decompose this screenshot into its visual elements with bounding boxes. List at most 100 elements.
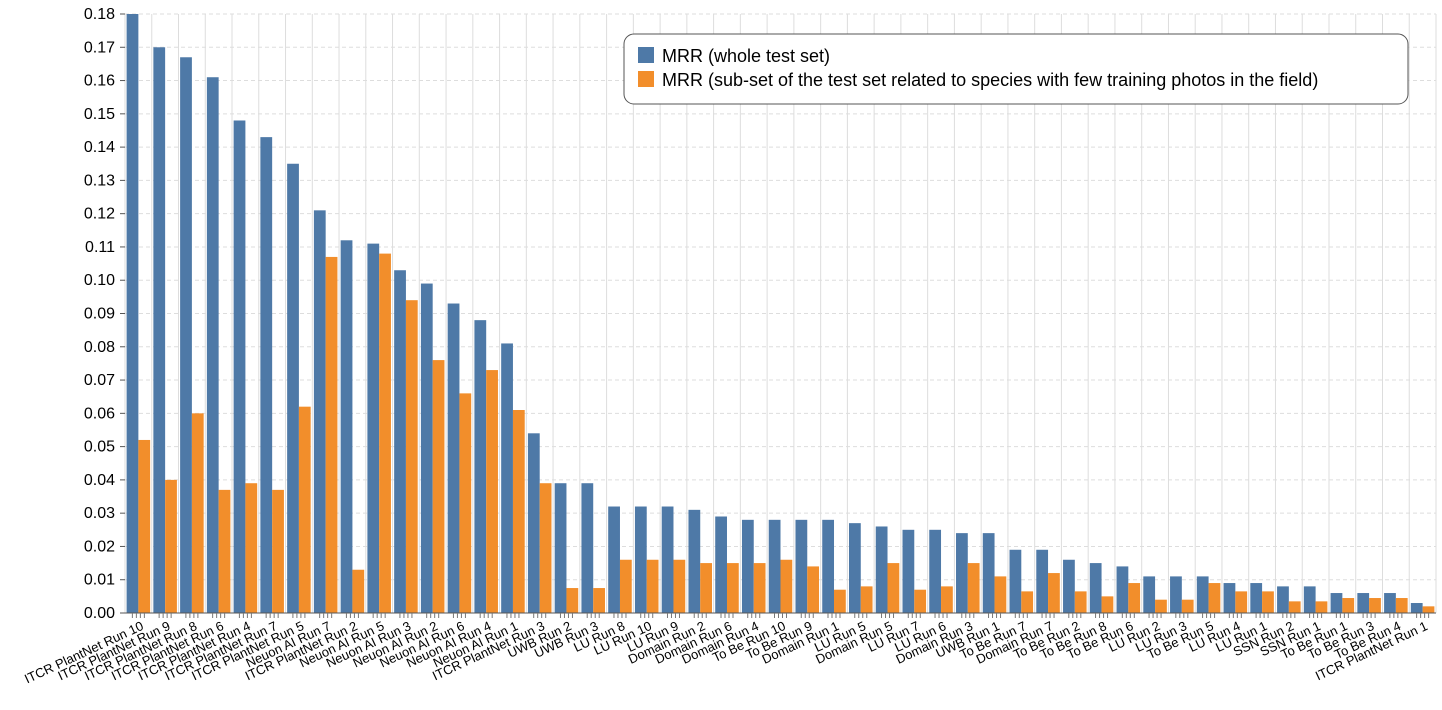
bar-few-training-photos xyxy=(1315,601,1328,613)
bar-whole-test-set xyxy=(1357,593,1370,613)
bar-few-training-photos xyxy=(1155,599,1167,613)
bar-few-training-photos xyxy=(780,559,793,613)
bar-few-training-photos xyxy=(994,576,1007,613)
bar-whole-test-set xyxy=(1223,583,1236,613)
bar-whole-test-set xyxy=(313,210,326,614)
bar-few-training-photos xyxy=(914,589,927,613)
bar-whole-test-set xyxy=(554,483,567,613)
y-tick-label: 0.16 xyxy=(84,73,115,90)
legend: MRR (whole test set) MRR (sub-set of the… xyxy=(623,33,1409,105)
bar-whole-test-set xyxy=(848,523,861,613)
bar-whole-test-set xyxy=(1143,576,1156,613)
bar-few-training-photos xyxy=(352,569,365,613)
bar-whole-test-set xyxy=(741,519,754,613)
bar-few-training-photos xyxy=(566,588,579,613)
bar-few-training-photos xyxy=(539,483,552,613)
bar-few-training-photos xyxy=(486,370,498,613)
y-tick-label: 0.01 xyxy=(84,572,115,589)
bar-few-training-photos xyxy=(165,479,177,613)
y-tick-label: 0.04 xyxy=(84,472,115,489)
bar-whole-test-set xyxy=(768,519,781,613)
bar-few-training-photos xyxy=(807,566,820,613)
bar-few-training-photos xyxy=(1262,591,1274,613)
bar-few-training-photos xyxy=(379,253,391,613)
bar-whole-test-set xyxy=(795,519,808,613)
legend-label-whole-test-set: MRR (whole test set) xyxy=(662,46,830,66)
bar-few-training-photos xyxy=(512,410,525,613)
bar-few-training-photos xyxy=(834,589,846,613)
bar-whole-test-set xyxy=(929,529,942,613)
bar-whole-test-set xyxy=(688,509,701,613)
bar-whole-test-set xyxy=(394,270,406,613)
bar-few-training-photos xyxy=(593,588,605,613)
bar-few-training-photos xyxy=(1048,573,1060,613)
bar-whole-test-set xyxy=(581,483,594,613)
y-tick-label: 0.12 xyxy=(84,206,115,223)
bar-whole-test-set xyxy=(474,320,487,613)
y-tick-label: 0.03 xyxy=(84,505,115,522)
bar-few-training-photos xyxy=(887,563,900,613)
y-tick-label: 0.05 xyxy=(84,439,115,456)
bar-whole-test-set xyxy=(233,120,246,613)
bar-few-training-photos xyxy=(298,406,311,613)
bar-few-training-photos xyxy=(1128,583,1141,613)
bar-few-training-photos xyxy=(191,413,204,613)
bar-few-training-photos xyxy=(1208,583,1221,613)
bar-whole-test-set xyxy=(875,526,888,613)
bar-few-training-photos xyxy=(432,360,445,613)
bar-few-training-photos xyxy=(218,489,231,613)
bars xyxy=(126,14,1435,614)
bar-whole-test-set xyxy=(287,163,299,613)
bar-whole-test-set xyxy=(1036,549,1049,613)
bar-few-training-photos xyxy=(1288,601,1301,613)
bar-whole-test-set xyxy=(634,506,647,613)
legend-swatch-few-training-photos xyxy=(638,71,654,87)
bar-whole-test-set xyxy=(501,343,513,613)
y-tick-label: 0.10 xyxy=(84,272,115,289)
bar-whole-test-set xyxy=(715,516,727,613)
y-tick-label: 0.09 xyxy=(84,306,115,323)
bar-whole-test-set xyxy=(822,519,835,613)
bar-whole-test-set xyxy=(153,47,166,614)
bar-few-training-photos xyxy=(1369,598,1381,613)
bar-few-training-photos xyxy=(138,439,151,613)
y-tick-label: 0.07 xyxy=(84,372,115,389)
bar-whole-test-set xyxy=(1303,586,1316,613)
bar-few-training-photos xyxy=(967,563,980,613)
bar-few-training-photos xyxy=(1235,591,1248,613)
bar-whole-test-set xyxy=(180,57,192,614)
bar-few-training-photos xyxy=(459,393,472,613)
bar-few-training-photos xyxy=(646,559,659,613)
bar-whole-test-set xyxy=(982,533,995,613)
bar-whole-test-set xyxy=(447,303,460,613)
y-tick-label: 0.11 xyxy=(85,239,115,256)
bar-few-training-photos xyxy=(1342,598,1355,613)
bar-few-training-photos xyxy=(753,563,766,613)
bar-whole-test-set xyxy=(1116,566,1129,613)
bar-whole-test-set xyxy=(1170,576,1182,613)
y-tick-label: 0.08 xyxy=(84,339,115,356)
legend-label-few-training-photos: MRR (sub-set of the test set related to … xyxy=(662,70,1318,90)
y-tick-label: 0.00 xyxy=(84,605,115,622)
bar-few-training-photos xyxy=(1074,591,1087,613)
bar-few-training-photos xyxy=(619,559,632,613)
bar-whole-test-set xyxy=(1410,603,1423,613)
bar-whole-test-set xyxy=(126,14,139,613)
bar-whole-test-set xyxy=(527,433,540,613)
bar-whole-test-set xyxy=(1250,583,1263,613)
bar-few-training-photos xyxy=(860,586,873,613)
bar-few-training-photos xyxy=(405,300,418,613)
bar-few-training-photos xyxy=(726,563,739,613)
bar-whole-test-set xyxy=(1384,593,1396,613)
bar-whole-test-set xyxy=(1277,586,1289,613)
bar-whole-test-set xyxy=(260,137,273,613)
bar-whole-test-set xyxy=(340,240,353,614)
bar-few-training-photos xyxy=(700,563,713,613)
bar-whole-test-set xyxy=(956,533,968,613)
bar-few-training-photos xyxy=(1181,599,1194,613)
bar-few-training-photos xyxy=(673,559,686,613)
bar-whole-test-set xyxy=(367,243,380,613)
bar-whole-test-set xyxy=(1089,563,1102,613)
y-tick-label: 0.18 xyxy=(84,6,115,23)
bar-few-training-photos xyxy=(1422,606,1435,613)
